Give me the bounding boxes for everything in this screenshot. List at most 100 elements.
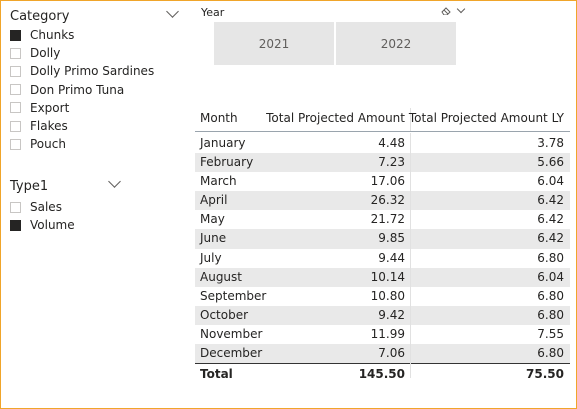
projected-amount-ly-cell: 6.42: [537, 193, 564, 208]
table-header: Month Total Projected Amount Total Proje…: [195, 108, 570, 132]
projected-amount-cell: 9.44: [378, 250, 405, 265]
projected-amount-ly-cell: 6.80: [537, 250, 564, 265]
table-body: January 4.48 3.78 February 7.23 5.66 March 17.0…: [195, 134, 570, 364]
month-cell: March: [200, 174, 237, 189]
projected-amount-ly-cell: 6.80: [537, 307, 564, 322]
checkbox[interactable]: [10, 84, 21, 96]
year-tile-2021[interactable]: 2021: [214, 22, 334, 65]
category-item[interactable]: Dolly: [10, 44, 180, 62]
projected-amount-ly-cell: 6.42: [537, 212, 564, 227]
month-cell: July: [200, 250, 222, 265]
type-slicer-list: Sales Volume: [10, 198, 130, 234]
table-row: July 9.44 6.80: [195, 249, 570, 268]
projected-amount-ly-cell: 5.66: [537, 155, 564, 170]
year-slicer-title: Year: [201, 6, 225, 19]
column-divider: [410, 108, 411, 131]
table-row: September 10.80 6.80: [195, 287, 570, 306]
category-item-label: Chunks: [30, 28, 75, 43]
column-divider: [410, 133, 411, 378]
table-row: April 26.32 6.42: [195, 191, 570, 211]
month-cell: January: [200, 136, 246, 150]
projected-amount-cell: 11.99: [370, 326, 405, 341]
chevron-down-icon[interactable]: [166, 5, 179, 18]
table-row: March 17.06 6.04: [195, 172, 570, 191]
category-item[interactable]: Pouch: [10, 135, 180, 153]
table-row: January 4.48 3.78: [195, 134, 570, 153]
table-row: February 7.23 5.66: [195, 153, 570, 173]
month-cell: September: [200, 288, 267, 303]
checkbox[interactable]: [10, 201, 21, 213]
category-slicer: Category Chunks Dolly Dolly Primo Sardines…: [10, 5, 180, 153]
chevron-down-icon[interactable]: [108, 175, 121, 188]
category-slicer-title: Category: [10, 9, 70, 24]
header-total-projected-amount-ly[interactable]: Total Projected Amount LY: [408, 111, 564, 125]
type-slicer: Type1 Sales Volume: [10, 175, 130, 234]
category-item-label: Export: [30, 100, 70, 115]
checkbox[interactable]: [10, 47, 21, 59]
projected-amount-cell: 7.23: [378, 155, 405, 170]
header-total-projected-amount[interactable]: Total Projected Amount: [266, 111, 405, 125]
table-total-row: Total 145.50 75.50: [195, 363, 570, 386]
projected-amount-ly-cell: 3.78: [537, 136, 564, 150]
projected-amount-ly-cell: 6.80: [537, 288, 564, 303]
month-cell: November: [200, 326, 263, 341]
total-projected-amount: 145.50: [358, 367, 405, 382]
type-item-label: Volume: [30, 218, 75, 233]
checkbox[interactable]: [10, 138, 21, 150]
data-table: Month Total Projected Amount Total Proje…: [195, 108, 570, 386]
projected-amount-cell: 10.14: [370, 269, 405, 284]
month-cell: December: [200, 346, 263, 361]
table-row: June 9.85 6.42: [195, 229, 570, 249]
type-slicer-title: Type1: [10, 179, 49, 194]
checkbox[interactable]: [10, 65, 21, 77]
projected-amount-cell: 10.80: [370, 288, 405, 303]
category-slicer-list: Chunks Dolly Dolly Primo Sardines Don Primo…: [10, 26, 180, 153]
projected-amount-cell: 17.06: [370, 174, 405, 189]
total-projected-amount-ly: 75.50: [526, 367, 564, 382]
projected-amount-ly-cell: 7.55: [537, 326, 564, 341]
table-row: August 10.14 6.04: [195, 267, 570, 287]
category-item-label: Flakes: [30, 119, 68, 134]
projected-amount-ly-cell: 6.04: [537, 269, 564, 284]
projected-amount-cell: 21.72: [370, 212, 405, 227]
checkbox-checked[interactable]: [10, 219, 21, 231]
projected-amount-ly-cell: 6.80: [537, 346, 564, 361]
category-item[interactable]: Export: [10, 99, 180, 117]
category-item-label: Don Primo Tuna: [30, 82, 125, 97]
projected-amount-cell: 9.85: [378, 231, 405, 246]
type-item[interactable]: Sales: [10, 198, 130, 216]
category-slicer-header: Category: [10, 5, 180, 27]
eraser-icon[interactable]: [441, 7, 451, 15]
projected-amount-cell: 7.06: [378, 346, 405, 361]
projected-amount-ly-cell: 6.42: [537, 231, 564, 246]
category-item[interactable]: Dolly Primo Sardines: [10, 62, 180, 80]
month-cell: April: [200, 193, 228, 208]
year-tile-2022[interactable]: 2022: [336, 22, 456, 65]
header-month[interactable]: Month: [200, 111, 238, 125]
type-item[interactable]: Volume: [10, 216, 130, 234]
projected-amount-ly-cell: 6.04: [537, 174, 564, 189]
month-cell: May: [200, 212, 225, 227]
category-item-label: Dolly Primo Sardines: [30, 64, 155, 79]
checkbox[interactable]: [10, 102, 21, 114]
total-label: Total: [200, 367, 233, 382]
category-item[interactable]: Flakes: [10, 117, 180, 135]
checkbox-checked[interactable]: [10, 29, 21, 41]
table-row: December 7.06 6.80: [195, 344, 570, 364]
month-cell: August: [200, 269, 242, 284]
category-item[interactable]: Chunks: [10, 26, 180, 44]
projected-amount-cell: 26.32: [370, 193, 405, 208]
category-item-label: Pouch: [30, 137, 66, 152]
month-cell: June: [200, 231, 227, 246]
table-row: October 9.42 6.80: [195, 305, 570, 325]
category-item[interactable]: Don Primo Tuna: [10, 81, 180, 99]
type-item-label: Sales: [30, 200, 62, 215]
month-cell: February: [200, 155, 254, 170]
checkbox[interactable]: [10, 120, 21, 132]
type-slicer-header: Type1: [10, 175, 130, 197]
table-row: May 21.72 6.42: [195, 210, 570, 229]
projected-amount-cell: 4.48: [378, 136, 405, 150]
month-cell: October: [200, 307, 249, 322]
table-row: November 11.99 7.55: [195, 325, 570, 344]
category-item-label: Dolly: [30, 46, 61, 61]
